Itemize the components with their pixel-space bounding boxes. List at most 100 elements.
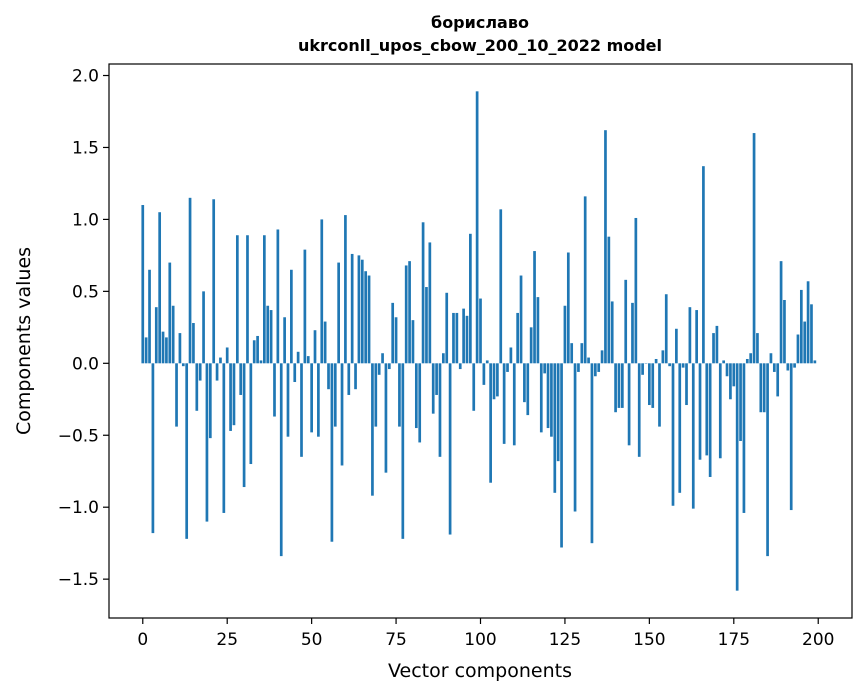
bar-173 xyxy=(725,363,729,377)
bar-145 xyxy=(631,302,634,364)
bar-79 xyxy=(408,261,411,364)
bar-138 xyxy=(607,236,611,364)
bar-180 xyxy=(749,353,753,364)
bar-19 xyxy=(205,363,209,522)
bar-32 xyxy=(249,363,253,465)
bar-49 xyxy=(306,356,310,364)
y-tick-label: −0.5 xyxy=(58,426,99,446)
bar-61 xyxy=(347,363,351,395)
bar-122 xyxy=(553,363,557,493)
bar-124 xyxy=(560,363,563,548)
x-axis-label: Vector components xyxy=(388,660,572,682)
x-tick-label: 0 xyxy=(137,630,148,650)
bar-57 xyxy=(333,363,337,427)
bar-165 xyxy=(698,363,702,460)
bar-111 xyxy=(516,312,519,364)
bar-130 xyxy=(580,343,584,364)
bar-160 xyxy=(681,363,685,368)
bar-69 xyxy=(374,363,378,427)
bar-17 xyxy=(198,363,202,381)
bar-188 xyxy=(776,363,780,397)
bar-37 xyxy=(266,305,270,364)
x-tick-label: 50 xyxy=(301,630,323,650)
bar-158 xyxy=(675,328,678,364)
bar-172 xyxy=(722,360,726,364)
bar-134 xyxy=(593,363,597,377)
bar-140 xyxy=(614,363,617,413)
bar-93 xyxy=(455,312,459,364)
y-tick-label: −1.5 xyxy=(58,570,99,590)
bar-139 xyxy=(610,301,614,364)
bar-56 xyxy=(330,363,334,542)
x-tick-label: 100 xyxy=(464,630,496,650)
x-tick-label: 175 xyxy=(718,630,750,650)
bar-21 xyxy=(212,199,216,364)
bar-72 xyxy=(384,363,388,473)
y-axis-ticks: 2.0 1.5 1.0 0.5 0.0 −0.5 −1.0 −1.5 xyxy=(58,67,109,590)
bar-84 xyxy=(425,287,428,364)
bar-125 xyxy=(563,305,567,364)
bar-176 xyxy=(735,363,739,591)
bar-3 xyxy=(151,363,155,534)
bar-47 xyxy=(300,363,303,457)
bar-60 xyxy=(344,215,347,364)
bar-20 xyxy=(208,363,212,439)
bar-148 xyxy=(641,363,644,375)
bar-168 xyxy=(708,363,712,477)
bar-150 xyxy=(648,363,651,406)
bar-193 xyxy=(793,363,796,368)
bar-110 xyxy=(512,363,516,446)
bar-51 xyxy=(313,330,317,364)
bar-41 xyxy=(279,363,283,557)
bar-113 xyxy=(523,363,526,403)
bar-68 xyxy=(371,363,374,496)
bar-76 xyxy=(398,363,401,427)
bar-174 xyxy=(729,363,732,400)
bar-87 xyxy=(435,363,438,395)
bar-151 xyxy=(651,363,655,408)
bar-85 xyxy=(428,242,432,364)
bar-12 xyxy=(181,363,185,367)
bar-169 xyxy=(712,333,715,364)
bar-194 xyxy=(796,334,800,364)
bar-55 xyxy=(327,363,330,390)
bar-77 xyxy=(401,363,405,539)
bar-16 xyxy=(195,363,199,411)
bar-95 xyxy=(462,308,465,364)
bar-101 xyxy=(482,363,486,385)
bar-127 xyxy=(570,343,574,364)
x-tick-label: 125 xyxy=(549,630,581,650)
bar-143 xyxy=(624,279,628,364)
bar-175 xyxy=(732,363,736,387)
bar-114 xyxy=(526,363,530,416)
bar-22 xyxy=(215,363,219,381)
bar-88 xyxy=(438,363,442,457)
bar-152 xyxy=(654,358,658,364)
bar-2 xyxy=(148,269,151,364)
bar-67 xyxy=(367,275,371,364)
bar-8 xyxy=(168,262,172,364)
bar-199 xyxy=(813,360,817,364)
bar-65 xyxy=(360,259,364,364)
bar-13 xyxy=(185,363,189,539)
bar-25 xyxy=(225,347,229,364)
bar-179 xyxy=(745,358,749,364)
bar-123 xyxy=(556,363,560,462)
bar-14 xyxy=(188,197,192,364)
y-axis-label: Components values xyxy=(13,247,35,435)
bar-91 xyxy=(448,363,452,535)
x-tick-label: 75 xyxy=(385,630,407,650)
bar-166 xyxy=(702,166,705,364)
bar-184 xyxy=(762,363,766,413)
bar-100 xyxy=(479,298,482,364)
bar-82 xyxy=(418,363,422,443)
bar-7 xyxy=(165,337,168,364)
bar-167 xyxy=(705,363,709,456)
bar-35 xyxy=(259,360,263,364)
bar-73 xyxy=(387,363,391,370)
bar-146 xyxy=(634,217,638,364)
bar-74 xyxy=(391,302,395,364)
bar-106 xyxy=(499,209,503,364)
x-tick-label: 25 xyxy=(216,630,238,650)
bar-75 xyxy=(394,317,398,364)
